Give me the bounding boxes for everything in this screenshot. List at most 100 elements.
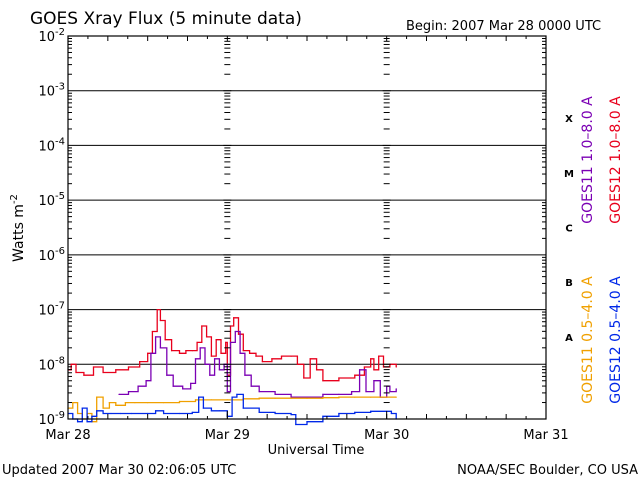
flare-class-C: C: [565, 224, 572, 235]
series-point: [185, 350, 187, 352]
series-point: [370, 396, 372, 398]
series-point: [309, 358, 311, 360]
series-point: [290, 396, 292, 398]
series-point: [306, 421, 308, 423]
series-point: [127, 366, 130, 368]
series-point: [231, 396, 233, 398]
series-point: [242, 407, 244, 409]
series-point: [166, 374, 168, 376]
series-point: [134, 402, 136, 404]
series-point: [199, 347, 201, 349]
begin-label: Begin: 2007 Mar 28 0000 UTC: [406, 19, 601, 34]
series-point: [137, 385, 139, 387]
series-line-goes12-0-5-4-0-a: [68, 393, 397, 426]
series-point: [306, 396, 308, 398]
flare-class-A: A: [565, 333, 573, 344]
x-axis-label: Universal Time: [268, 443, 365, 458]
series-point: [389, 391, 391, 393]
series-point: [370, 358, 372, 360]
y-tick-label: 10-3: [38, 82, 65, 100]
series-point: [218, 410, 220, 412]
series-point: [191, 350, 193, 352]
series-point: [242, 350, 244, 352]
chart-title: GOES Xray Flux (5 minute data): [30, 9, 302, 29]
series-point: [354, 396, 356, 398]
series-point: [163, 412, 165, 415]
series-point: [210, 410, 212, 412]
series-point: [271, 358, 273, 360]
series-point: [96, 410, 98, 412]
legend-entry-left-0: GOES11 1.0–8.0 A: [580, 96, 596, 224]
series-point: [102, 371, 104, 374]
series-point: [261, 361, 263, 363]
series-point: [96, 396, 98, 398]
series-point: [316, 369, 318, 371]
series-point: [373, 380, 375, 382]
series-point: [202, 407, 204, 409]
series-point: [322, 380, 324, 382]
series-point: [258, 391, 260, 393]
series-point: [280, 355, 283, 357]
series-point: [198, 396, 200, 398]
series-point: [206, 336, 208, 338]
y-axis: 10-9 10-8 10-7 10-6 10-5 10-4 10-3 10-2: [38, 27, 546, 428]
x-tick-label: Mar 30: [364, 428, 409, 443]
y-tick-label: 10-5: [38, 191, 65, 209]
series-point: [124, 402, 126, 404]
y-tick-label: 10-9: [38, 410, 65, 428]
plot-frame: [67, 35, 547, 420]
updated-label: Updated 2007 Mar 30 02:06:05 UTC: [2, 463, 236, 478]
series-point: [229, 341, 232, 343]
series-point: [201, 325, 203, 327]
series-point: [151, 330, 153, 333]
series-point: [386, 396, 388, 398]
series-point: [110, 412, 112, 415]
y-tick-label: 10-8: [38, 355, 65, 373]
series-point: [155, 410, 157, 412]
y-tick-label: 10-2: [38, 27, 65, 45]
series-point: [258, 397, 260, 399]
series-point: [338, 396, 340, 398]
series-point: [338, 377, 340, 379]
y-axis-label: Watts m-2: [9, 194, 27, 262]
series-point: [303, 377, 305, 379]
series-point: [196, 341, 198, 343]
series-point: [218, 369, 220, 371]
series-point: [155, 336, 157, 338]
series-point: [127, 391, 130, 393]
legend-entry-right-0: GOES12 1.0–8.0 A: [608, 96, 624, 224]
series-point: [226, 391, 228, 393]
series-point: [226, 399, 228, 401]
series-point: [250, 385, 252, 387]
series-point: [338, 412, 340, 415]
series-point: [210, 355, 212, 357]
series-point: [118, 393, 120, 395]
series-point: [322, 393, 324, 395]
x-tick-label: Mar 28: [45, 428, 90, 443]
flare-class-X: X: [565, 114, 573, 125]
series-point: [209, 374, 211, 376]
series-point: [296, 363, 298, 365]
series-point: [77, 421, 79, 423]
series-point: [290, 414, 292, 416]
series-point: [338, 393, 340, 395]
series-point: [171, 350, 173, 352]
day-divider-ticks: [223, 38, 391, 420]
legend: GOES11 1.0–8.0 A GOES11 0.5–4.0 A GOES12 1…: [580, 96, 624, 404]
series-point: [363, 366, 365, 368]
series-point: [81, 407, 83, 409]
series-layer: [67, 308, 397, 426]
series-point: [365, 391, 367, 393]
series-point: [237, 333, 240, 335]
series-point: [77, 412, 79, 415]
flare-class-M: M: [564, 169, 574, 180]
series-point: [373, 369, 375, 371]
series-point: [395, 366, 397, 368]
series-point: [234, 330, 236, 333]
series-point: [236, 393, 238, 395]
series-point: [233, 317, 235, 319]
series-point: [214, 358, 216, 360]
legend-entry-right-1: GOES12 0.5–4.0 A: [608, 276, 624, 404]
series-point: [249, 352, 251, 354]
